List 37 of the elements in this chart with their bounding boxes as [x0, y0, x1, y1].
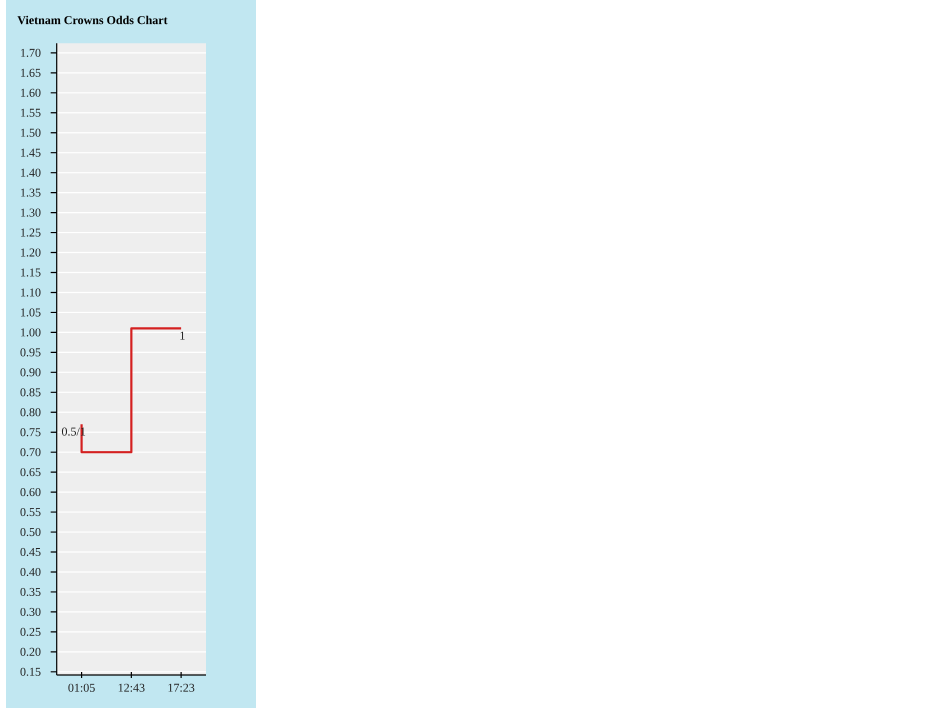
y-tick-label: 0.35	[20, 588, 41, 596]
y-tick-label: 1.40	[21, 168, 41, 177]
y-tick-label: 1.55	[21, 108, 41, 117]
y-tick-label: 1.50	[21, 128, 41, 137]
chart-title: Vietnam Crowns Odds Chart	[17, 16, 168, 24]
y-tick-label: 0.50	[20, 528, 41, 536]
y-tick-label: 1.65	[21, 68, 41, 77]
y-tick-label: 1.45	[21, 148, 41, 157]
y-tick-label: 0.90	[20, 368, 41, 376]
x-tick-label: 12:43	[118, 684, 145, 692]
y-tick-label: 1.00	[21, 328, 41, 336]
y-tick-label: 1.30	[21, 208, 41, 217]
y-tick-label: 1.20	[21, 248, 41, 257]
y-tick-label: 1.15	[21, 268, 41, 277]
x-tick-label: 17:23	[168, 684, 194, 692]
y-tick-label: 1.60	[21, 88, 41, 97]
annotation: 1	[180, 332, 185, 340]
y-tick-label: 0.85	[20, 388, 41, 396]
y-tick-label: 0.40	[20, 568, 41, 576]
y-tick-label: 1.70	[21, 48, 41, 57]
y-tick-label: 1.35	[21, 188, 41, 197]
y-tick-label: 0.55	[20, 508, 41, 516]
y-tick-label: 0.65	[20, 468, 41, 476]
y-tick-label: 0.75	[20, 428, 41, 436]
y-tick-label: 0.60	[20, 488, 41, 496]
x-tick-label: 01:05	[68, 684, 95, 692]
y-tick-label: 1.05	[21, 308, 41, 317]
y-tick-label: 0.30	[20, 608, 41, 616]
y-tick-label: 0.25	[20, 628, 41, 636]
y-tick-label: 0.20	[20, 648, 41, 656]
y-tick-label: 1.25	[21, 228, 41, 237]
y-tick-label: 0.70	[20, 448, 41, 456]
y-tick-label: 1.10	[21, 288, 41, 297]
y-tick-label: 0.45	[20, 548, 41, 556]
y-tick-label: 0.15	[20, 668, 41, 676]
y-tick-label: 0.95	[20, 348, 41, 356]
y-tick-label: 0.80	[20, 408, 41, 416]
